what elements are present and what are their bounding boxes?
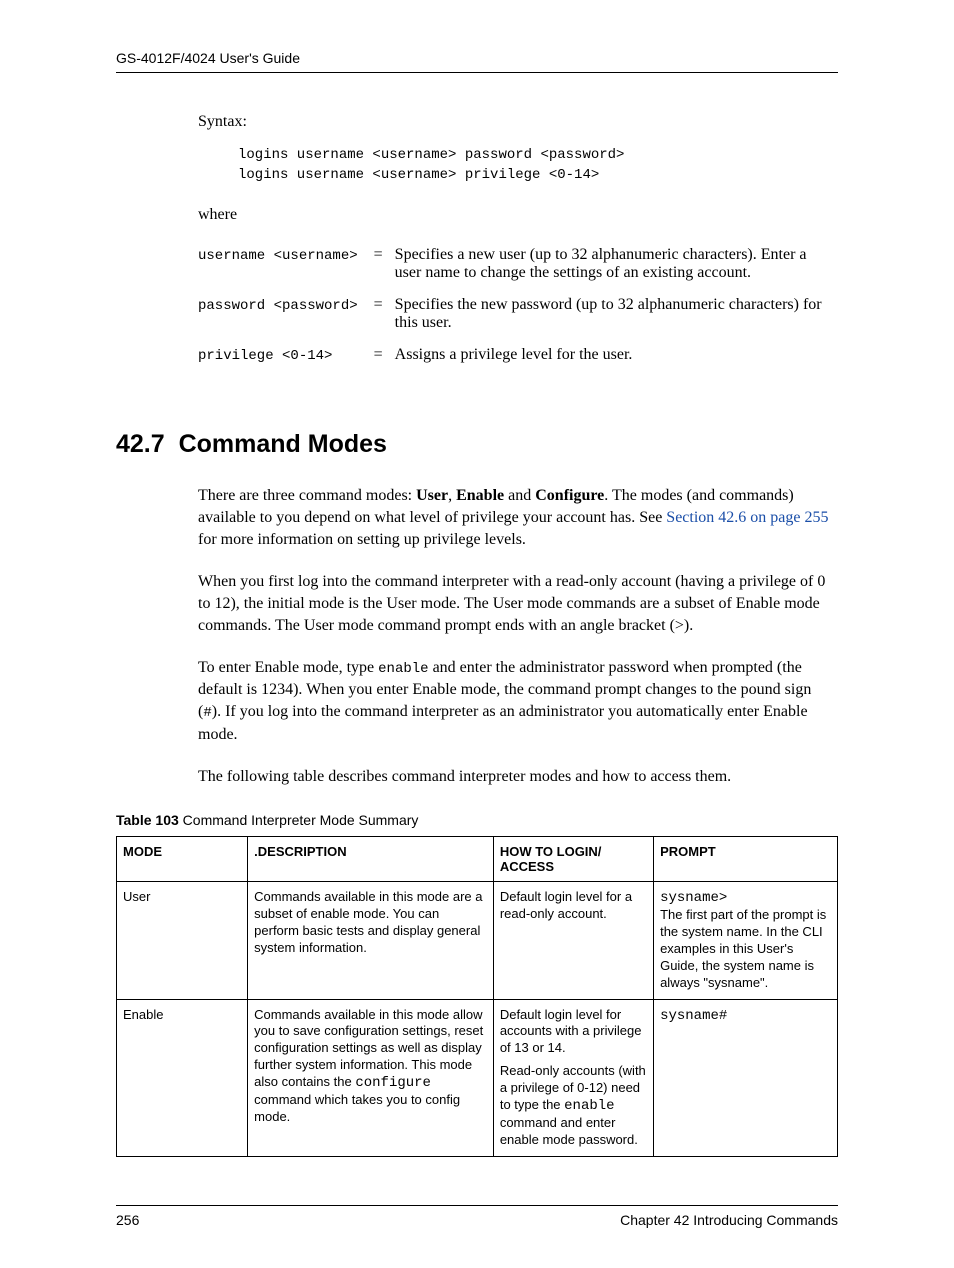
inline-code: enable	[378, 661, 428, 677]
table-title: Command Interpreter Mode Summary	[179, 812, 419, 828]
paragraph: To enter Enable mode, type enable and en…	[198, 657, 838, 746]
section-body: There are three command modes: User, Ena…	[198, 485, 838, 788]
table-header-row: MODE .DESCRIPTION HOW TO LOGIN/ ACCESS P…	[117, 836, 838, 881]
running-header: GS-4012F/4024 User's Guide	[116, 50, 838, 73]
paragraph: There are three command modes: User, Ena…	[198, 485, 838, 551]
inline-code: #	[203, 705, 211, 721]
section-title: Command Modes	[179, 430, 387, 458]
inline-code: enable	[564, 1098, 614, 1114]
param-name: password <password>	[198, 292, 374, 342]
cell-prompt: sysname> The first part of the prompt is…	[654, 881, 838, 999]
syntax-code: logins username <username> password <pas…	[238, 145, 838, 186]
col-header-access: HOW TO LOGIN/ ACCESS	[493, 836, 653, 881]
table-row: User Commands available in this mode are…	[117, 881, 838, 999]
syntax-block: Syntax: logins username <username> passw…	[198, 113, 838, 374]
equals: =	[374, 242, 395, 292]
equals: =	[374, 292, 395, 342]
cross-ref-link[interactable]: Section 42.6 on page 255	[666, 509, 828, 526]
param-desc: Specifies a new user (up to 32 alphanume…	[395, 242, 838, 292]
parameter-definitions: username <username> = Specifies a new us…	[198, 242, 838, 374]
param-desc: Specifies the new password (up to 32 alp…	[395, 292, 838, 342]
def-row: password <password> = Specifies the new …	[198, 292, 838, 342]
cell-desc: Commands available in this mode are a su…	[248, 881, 494, 999]
paragraph: The following table describes command in…	[198, 766, 838, 788]
col-header-prompt: PROMPT	[654, 836, 838, 881]
col-header-desc: .DESCRIPTION	[248, 836, 494, 881]
cell-access: Default login level for a read-only acco…	[493, 881, 653, 999]
param-name: username <username>	[198, 242, 374, 292]
cell-mode: User	[117, 881, 248, 999]
param-desc: Assigns a privilege level for the user.	[395, 342, 838, 374]
page-footer: 256 Chapter 42 Introducing Commands	[116, 1205, 838, 1228]
def-row: privilege <0-14> = Assigns a privilege l…	[198, 342, 838, 374]
equals: =	[374, 342, 395, 374]
mode-summary-table: MODE .DESCRIPTION HOW TO LOGIN/ ACCESS P…	[116, 836, 838, 1157]
prompt-code: sysname>	[660, 890, 727, 906]
table-number: Table 103	[116, 812, 179, 828]
section-number: 42.7	[116, 430, 165, 458]
page: GS-4012F/4024 User's Guide Syntax: login…	[0, 0, 954, 1268]
section-heading: 42.7 Command Modes	[116, 430, 838, 459]
table-caption: Table 103 Command Interpreter Mode Summa…	[116, 812, 838, 828]
prompt-text: The first part of the prompt is the syst…	[660, 907, 826, 990]
cell-prompt: sysname#	[654, 999, 838, 1156]
syntax-label: Syntax:	[198, 113, 838, 131]
paragraph: When you first log into the command inte…	[198, 571, 838, 637]
cell-access: Default login level for accounts with a …	[493, 999, 653, 1156]
col-header-mode: MODE	[117, 836, 248, 881]
def-row: username <username> = Specifies a new us…	[198, 242, 838, 292]
cell-mode: Enable	[117, 999, 248, 1156]
prompt-code: sysname#	[660, 1008, 727, 1024]
table-row: Enable Commands available in this mode a…	[117, 999, 838, 1156]
chapter-label: Chapter 42 Introducing Commands	[620, 1212, 838, 1228]
cell-desc: Commands available in this mode allow yo…	[248, 999, 494, 1156]
page-number: 256	[116, 1212, 139, 1228]
inline-code: configure	[355, 1075, 431, 1091]
param-name: privilege <0-14>	[198, 342, 374, 374]
where-label: where	[198, 206, 838, 224]
